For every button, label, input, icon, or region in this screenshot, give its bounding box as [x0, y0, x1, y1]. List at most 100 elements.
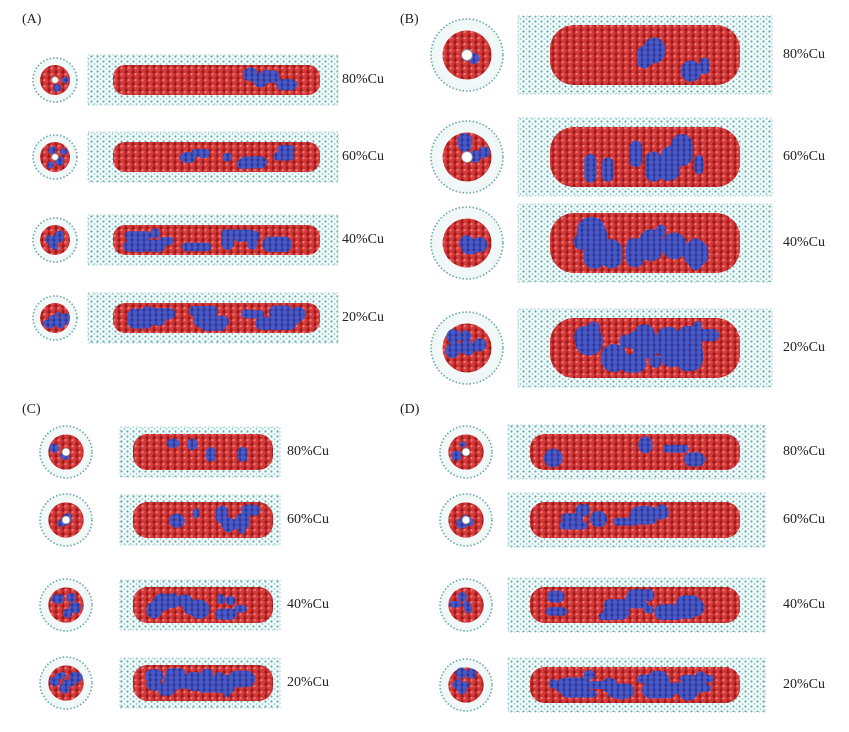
cu-cluster: [51, 316, 62, 327]
panel: (A) 80%Cu 60%Cu 40%Cu 20%Cu: [22, 12, 384, 344]
cu-cluster: [548, 678, 558, 689]
cu-cluster: [48, 146, 57, 155]
cu-cluster: [49, 443, 59, 453]
simulation-row: 40%Cu: [430, 203, 825, 283]
cu-cluster: [60, 148, 68, 156]
cu-cluster: [54, 593, 65, 604]
core-hole: [51, 76, 59, 84]
panel: (B) 80%Cu 60%Cu 40%Cu 20%Cu: [400, 12, 825, 388]
cu-cluster: [462, 681, 470, 689]
cu-cluster: [66, 592, 76, 603]
cu-cluster: [629, 506, 659, 525]
cu-cluster: [682, 598, 705, 617]
cu-cluster: [241, 504, 261, 516]
cu-cluster: [473, 338, 487, 352]
cu-cluster: [459, 330, 472, 343]
cu-cluster: [242, 67, 259, 82]
composition-label: 40%Cu: [783, 235, 825, 250]
cu-cluster: [211, 674, 235, 694]
cu-cluster: [559, 521, 588, 530]
cu-cluster: [616, 691, 628, 700]
cu-cluster: [684, 452, 706, 467]
cu-cluster: [241, 309, 254, 318]
cu-cluster: [192, 508, 200, 519]
cu-cluster: [215, 505, 229, 524]
cu-cluster: [700, 57, 710, 75]
cu-cluster: [661, 349, 682, 368]
cu-cluster: [168, 513, 185, 528]
cu-cluster: [688, 238, 703, 270]
cu-cluster: [452, 680, 461, 689]
simulation-row: 40%Cu: [439, 577, 825, 633]
simulation-row: 60%Cu: [439, 492, 825, 548]
composition-label: 60%Cu: [783, 512, 825, 527]
simulation-row: 40%Cu: [32, 214, 384, 266]
core-hole: [61, 447, 71, 457]
simulation-row: 20%Cu: [39, 656, 329, 710]
cu-cluster: [561, 513, 583, 523]
composition-label: 40%Cu: [287, 597, 329, 612]
cu-cluster: [583, 670, 596, 680]
nanowire: [530, 434, 740, 470]
cu-cluster: [478, 146, 490, 158]
cu-cluster: [543, 448, 563, 468]
cu-cluster: [135, 309, 161, 318]
cu-cluster: [462, 601, 470, 610]
composition-label: 80%Cu: [783, 444, 825, 459]
composition-label: 20%Cu: [342, 310, 384, 325]
panel-label: (B): [400, 12, 419, 27]
simulation-row: 80%Cu: [430, 15, 825, 95]
cu-cluster: [602, 157, 614, 182]
cu-cluster: [625, 593, 644, 603]
cu-cluster: [559, 677, 592, 693]
cu-cluster: [191, 149, 211, 157]
cu-cluster: [649, 673, 671, 690]
cu-cluster: [179, 152, 196, 163]
cu-cluster: [661, 232, 687, 260]
composition-label: 80%Cu: [783, 47, 825, 62]
panel: (D) 80%Cu 60%Cu 40%Cu 20%Cu: [400, 402, 825, 713]
cu-cluster: [662, 444, 689, 453]
cu-cluster: [225, 596, 236, 606]
cu-cluster: [637, 46, 652, 69]
cu-cluster: [649, 355, 662, 368]
cu-cluster: [145, 669, 164, 683]
cu-cluster: [694, 155, 704, 175]
cu-cluster: [466, 668, 477, 679]
cu-cluster: [547, 590, 565, 603]
simulation-row: 60%Cu: [32, 131, 384, 183]
nanowire: [550, 127, 740, 187]
cu-cluster: [53, 84, 61, 92]
composition-label: 80%Cu: [287, 444, 329, 459]
cu-cluster: [545, 607, 568, 616]
simulation-row: 80%Cu: [39, 425, 329, 479]
core-hole: [51, 153, 59, 161]
cu-cluster: [236, 159, 253, 169]
cu-cluster: [183, 672, 206, 690]
core-hole: [461, 447, 471, 457]
cu-cluster: [600, 239, 623, 269]
core-hole: [461, 49, 473, 61]
cu-cluster: [625, 238, 645, 268]
cu-cluster: [141, 245, 162, 252]
cu-cluster: [273, 152, 295, 161]
cu-cluster: [656, 161, 680, 181]
cu-cluster: [277, 144, 295, 154]
cu-cluster: [600, 344, 628, 372]
cu-cluster: [187, 438, 198, 451]
simulation-row: 20%Cu: [32, 292, 384, 344]
cu-cluster: [258, 70, 280, 83]
panel-label: (A): [22, 12, 42, 27]
composition-label: 20%Cu: [783, 677, 825, 692]
simulation-row: 80%Cu: [439, 424, 825, 480]
cu-cluster: [655, 224, 666, 238]
cu-cluster: [247, 235, 257, 250]
cu-cluster: [574, 233, 588, 250]
cu-cluster: [69, 601, 81, 614]
cu-cluster: [457, 592, 468, 602]
cu-cluster: [234, 605, 247, 613]
composition-label: 40%Cu: [342, 232, 384, 247]
cu-cluster: [655, 504, 669, 520]
